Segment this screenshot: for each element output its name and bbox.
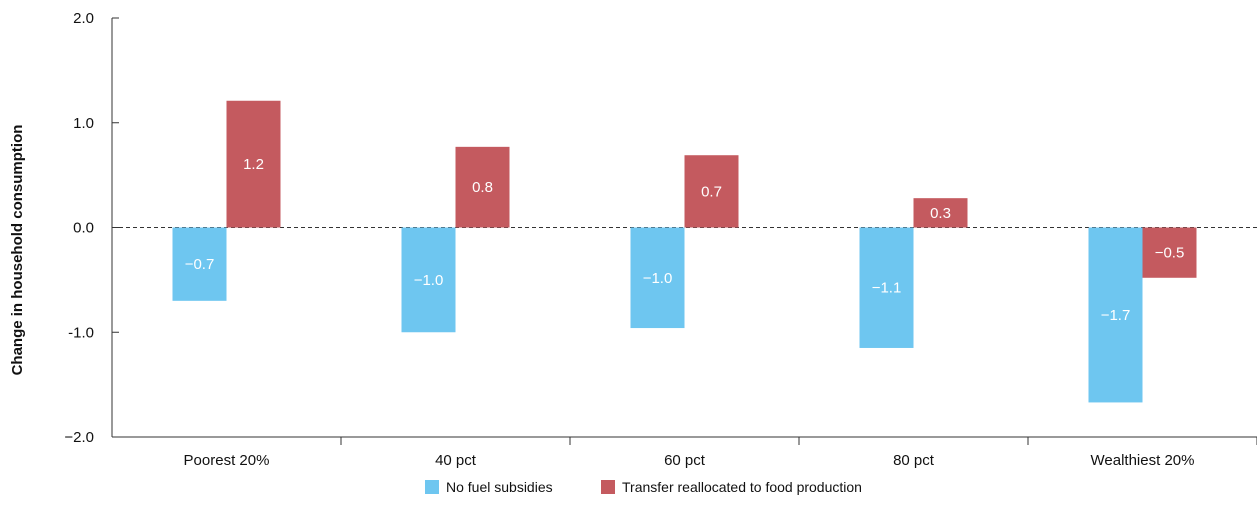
y-axis-title: Change in household consumption xyxy=(9,125,26,376)
data-label: 1.2 xyxy=(243,156,264,173)
bars xyxy=(172,100,1197,403)
data-label: 0.7 xyxy=(701,183,722,200)
x-tick-label: 40 pct xyxy=(435,452,477,469)
bar-no-fuel-subsidies xyxy=(401,227,456,333)
y-tick-label: 2.0 xyxy=(73,10,94,27)
y-tick-label: 1.0 xyxy=(73,115,94,132)
bar-transfer-food-production xyxy=(226,100,281,228)
legend-swatch xyxy=(425,480,439,494)
y-tick-label: −2.0 xyxy=(64,429,94,446)
legend: No fuel subsidies Transfer reallocated to… xyxy=(425,479,862,495)
x-axis: Poorest 20% 40 pct 60 pct 80 pct Wealthiest … xyxy=(112,436,1257,469)
bar-no-fuel-subsidies xyxy=(172,227,227,301)
legend-label: No fuel subsidies xyxy=(446,479,553,495)
bar-no-fuel-subsidies xyxy=(630,227,685,329)
data-label: 0.8 xyxy=(472,179,493,196)
y-tick-label: -1.0 xyxy=(68,324,94,341)
y-tick-label: 0.0 xyxy=(73,220,94,237)
x-tick-label: 80 pct xyxy=(893,452,935,469)
y-axis: 2.0 1.0 0.0 -1.0 −2.0 xyxy=(64,10,1257,446)
x-tick-label: Poorest 20% xyxy=(184,452,270,469)
data-label: −0.5 xyxy=(1155,245,1185,262)
bar-transfer-food-production xyxy=(455,146,510,228)
legend-label: Transfer reallocated to food production xyxy=(622,479,862,495)
data-label: −1.0 xyxy=(643,270,673,287)
x-tick-label: Wealthiest 20% xyxy=(1091,452,1195,469)
legend-swatch xyxy=(601,480,615,494)
data-label: −1.1 xyxy=(872,280,902,297)
bar-transfer-food-production xyxy=(684,155,739,228)
bar-no-fuel-subsidies xyxy=(1088,227,1143,403)
bar-transfer-food-production xyxy=(913,198,968,228)
data-label: 0.3 xyxy=(930,205,951,222)
x-tick-label: 60 pct xyxy=(664,452,706,469)
bar-transfer-food-production xyxy=(1142,227,1197,278)
data-label: −1.7 xyxy=(1101,307,1131,324)
data-label: −0.7 xyxy=(185,256,215,273)
bar-no-fuel-subsidies xyxy=(859,227,914,348)
data-labels: −0.7 −1.0 −1.0 −1.1 −1.7 1.2 0.8 0.7 0.3 −0.5 xyxy=(185,156,1185,324)
data-label: −1.0 xyxy=(414,272,444,289)
